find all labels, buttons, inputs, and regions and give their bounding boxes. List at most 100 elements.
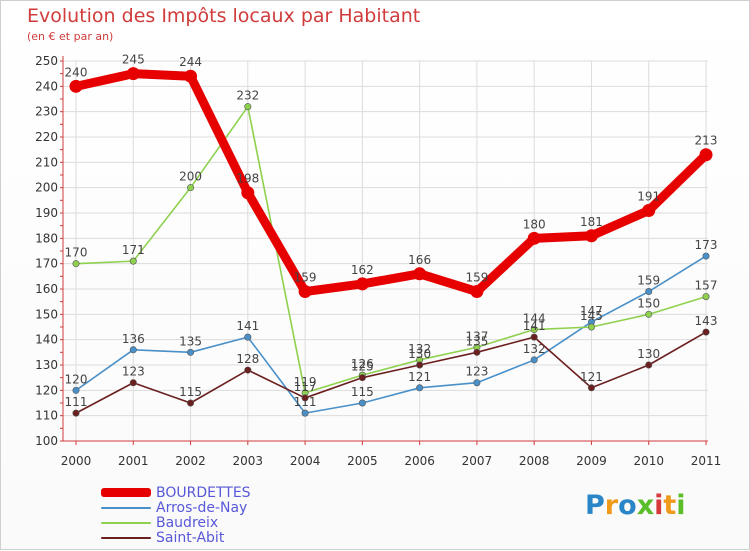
chart-title: Evolution des Impôts locaux par Habitant <box>27 5 421 27</box>
data-point <box>416 361 424 369</box>
data-label: 159 <box>294 271 317 285</box>
data-label: 135 <box>465 334 488 348</box>
y-tick-label: 130 <box>35 358 58 372</box>
data-point <box>645 361 653 369</box>
y-tick-label: 190 <box>35 206 58 220</box>
data-point <box>587 323 595 331</box>
data-point <box>241 186 255 200</box>
data-label: 141 <box>236 319 259 333</box>
data-point <box>244 333 252 341</box>
data-point <box>72 409 80 417</box>
logo-letter: r <box>604 490 619 521</box>
x-tick-label: 2009 <box>576 454 607 468</box>
y-tick-label: 230 <box>35 105 58 119</box>
data-point <box>187 399 195 407</box>
legend-label: BOURDETTES <box>156 484 251 501</box>
x-tick-label: 2003 <box>233 454 264 468</box>
data-label: 147 <box>580 304 603 318</box>
data-point <box>470 285 484 299</box>
data-point <box>645 310 653 318</box>
series-line-saint-abit <box>75 331 707 414</box>
series-line-baudreix <box>75 105 707 394</box>
data-label: 119 <box>294 375 317 389</box>
data-label: 171 <box>122 243 145 257</box>
x-tick-label: 2006 <box>404 454 435 468</box>
data-label: 115 <box>179 385 202 399</box>
data-label: 166 <box>408 253 431 267</box>
y-tick-label: 150 <box>35 307 58 321</box>
data-label: 157 <box>695 279 718 293</box>
data-label: 130 <box>637 347 660 361</box>
data-point <box>702 293 710 301</box>
x-tick-label: 2004 <box>290 454 321 468</box>
data-label: 159 <box>637 274 660 288</box>
legend-item-baudreix: Baudreix <box>101 514 251 531</box>
data-label: 159 <box>465 271 488 285</box>
data-label: 128 <box>236 352 259 366</box>
data-point <box>413 267 427 281</box>
legend-swatch <box>101 536 151 539</box>
x-tick-label: 2000 <box>61 454 92 468</box>
x-tick-label: 2002 <box>175 454 206 468</box>
data-label: 120 <box>65 372 88 386</box>
data-label: 200 <box>179 170 202 184</box>
data-label: 125 <box>351 360 374 374</box>
data-point <box>355 277 369 291</box>
data-label: 143 <box>695 314 718 328</box>
data-point <box>129 257 137 265</box>
y-tick-label: 210 <box>35 155 58 169</box>
legend-item-saint-abit: Saint-Abit <box>101 530 251 546</box>
data-point <box>244 103 252 111</box>
data-label: 117 <box>294 380 317 394</box>
data-point <box>702 328 710 336</box>
data-label: 123 <box>465 365 488 379</box>
y-tick-label: 240 <box>35 79 58 93</box>
data-point <box>301 409 309 417</box>
data-point <box>473 348 481 356</box>
data-label: 240 <box>65 65 88 79</box>
legend-swatch <box>101 506 151 509</box>
data-point <box>702 252 710 260</box>
x-tick-label: 2005 <box>347 454 378 468</box>
data-point <box>527 231 541 245</box>
legend: BOURDETTES Arros-de-Nay Baudreix Saint-A… <box>101 484 251 546</box>
x-tick-label: 2011 <box>691 454 722 468</box>
data-label: 191 <box>637 189 660 203</box>
y-tick-label: 250 <box>35 54 58 68</box>
data-point <box>642 203 656 217</box>
data-point <box>69 79 83 93</box>
data-point <box>530 333 538 341</box>
data-label: 181 <box>580 215 603 229</box>
data-label: 121 <box>580 370 603 384</box>
data-point <box>187 348 195 356</box>
data-label: 132 <box>408 342 431 356</box>
data-label: 244 <box>179 55 202 69</box>
y-tick-label: 120 <box>35 383 58 397</box>
data-label: 111 <box>294 395 317 409</box>
data-label: 213 <box>695 134 718 148</box>
logo-letter: i <box>654 490 664 521</box>
data-label: 126 <box>351 357 374 371</box>
x-tick-label: 2007 <box>462 454 493 468</box>
data-point <box>584 229 598 243</box>
logo-letter: o <box>618 490 637 521</box>
data-label: 144 <box>523 312 546 326</box>
data-label: 132 <box>523 342 546 356</box>
y-tick-label: 160 <box>35 282 58 296</box>
y-tick-label: 180 <box>35 231 58 245</box>
proxiti-logo: Proxiti <box>585 490 686 521</box>
data-point <box>129 379 137 387</box>
data-point <box>699 148 713 162</box>
data-label: 135 <box>179 334 202 348</box>
legend-swatch <box>101 488 151 497</box>
series-line-arros-de-nay <box>75 255 707 414</box>
logo-letter: x <box>636 490 655 521</box>
data-point <box>72 260 80 268</box>
data-point <box>126 67 140 81</box>
legend-label: Baudreix <box>156 514 219 531</box>
data-point <box>530 326 538 334</box>
data-point <box>473 379 481 387</box>
y-tick-label: 170 <box>35 257 58 271</box>
logo-letter: P <box>585 490 605 521</box>
